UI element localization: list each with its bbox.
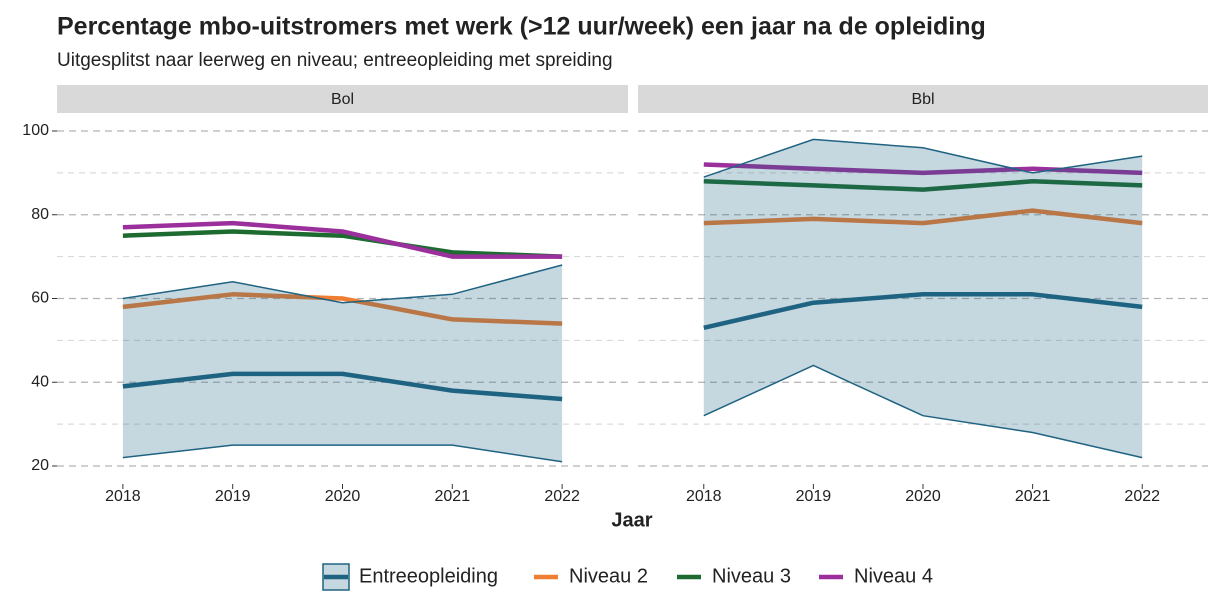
strip-label: Bol (331, 91, 354, 108)
band (703, 139, 1143, 458)
x-tick-label: 2021 (435, 488, 471, 505)
x-tick-label: 2021 (1015, 488, 1051, 505)
x-tick-label: 2019 (215, 488, 251, 505)
strip (638, 85, 1208, 113)
series-line (122, 229, 563, 259)
band-edge (122, 264, 563, 304)
band-edge (703, 138, 1143, 178)
legend-label: Niveau 3 (712, 565, 791, 587)
chart-subtitle: Uitgesplitst naar leerweg en niveau; ent… (57, 50, 613, 71)
y-tick-label: 80 (31, 206, 49, 223)
x-tick-label: 2020 (325, 488, 361, 505)
x-tick-label: 2020 (905, 488, 941, 505)
strip-label: Bbl (911, 91, 934, 108)
x-tick-label: 2018 (105, 488, 141, 505)
y-tick-label: 20 (31, 457, 49, 474)
band (122, 265, 563, 462)
band-edge (703, 364, 1143, 459)
legend-label: Niveau 4 (854, 565, 933, 587)
series-line (122, 371, 563, 402)
series-line (122, 220, 563, 259)
x-tick-label: 2019 (796, 488, 832, 505)
chart-title: Percentage mbo-uitstromers met werk (>12… (57, 13, 986, 41)
band-edge (122, 444, 563, 463)
x-axis-label: Jaar (611, 509, 652, 531)
x-tick-label: 2022 (1124, 488, 1160, 505)
series-line (122, 292, 563, 326)
y-tick-label: 60 (31, 290, 49, 307)
y-tick-label: 100 (22, 122, 49, 139)
x-tick-label: 2022 (544, 488, 580, 505)
series-line (703, 208, 1143, 226)
x-tick-label: 2018 (686, 488, 722, 505)
series-line (703, 162, 1143, 176)
series-line (703, 292, 1143, 330)
legend-label: Niveau 2 (569, 565, 648, 587)
series-line (703, 179, 1143, 192)
y-tick-label: 40 (31, 373, 49, 390)
legend-label: Entreeopleiding (359, 565, 498, 587)
strip (57, 85, 628, 113)
